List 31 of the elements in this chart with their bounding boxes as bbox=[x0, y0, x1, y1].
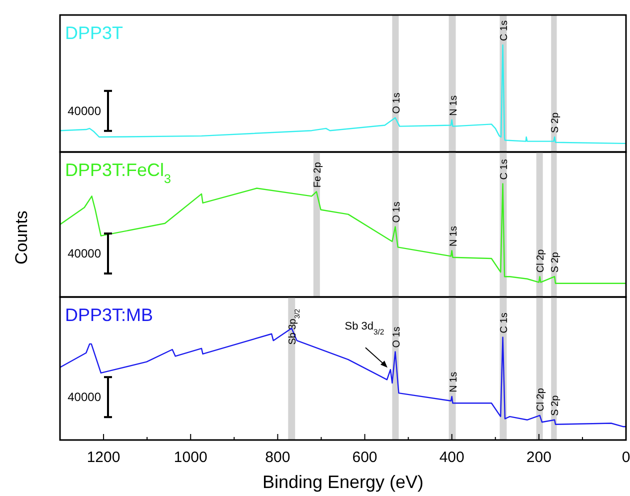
text: DPP3T bbox=[65, 23, 124, 43]
band-label: Fe 2p bbox=[312, 162, 324, 188]
x-tick-label: 600 bbox=[352, 449, 378, 466]
band-label: O 1s bbox=[391, 92, 402, 114]
x-tick-label: 400 bbox=[439, 449, 464, 466]
band-label: S 2p bbox=[550, 112, 561, 134]
band-label: S 2p bbox=[550, 394, 561, 416]
band-label: N 1s bbox=[448, 95, 460, 116]
band-label: Cl 2p bbox=[536, 388, 547, 412]
series-label: DPP3T:FeCl$_{3}$ bbox=[65, 160, 172, 186]
band-label: N 1s bbox=[448, 372, 460, 392]
band-label: N 1s bbox=[448, 226, 460, 247]
band-label: S 2p bbox=[550, 252, 561, 273]
band-label: C 1s bbox=[499, 20, 510, 41]
x-tick-label: 200 bbox=[526, 449, 552, 466]
annotation: Sb 3d$_{3/2}$ bbox=[344, 320, 384, 336]
band-label: O 1s bbox=[391, 202, 402, 223]
band-label: C 1s bbox=[499, 159, 510, 180]
band-label: C 1s bbox=[499, 312, 510, 334]
annotation: 40000 bbox=[68, 246, 102, 260]
series-label: DPP3T:MB bbox=[65, 305, 154, 325]
x-axis-title: Binding Energy (eV) bbox=[262, 472, 424, 492]
annotation: 40000 bbox=[68, 104, 102, 118]
band-label: O 1s bbox=[391, 326, 402, 348]
band-label: Cl 2p bbox=[536, 248, 547, 273]
x-tick-label: 800 bbox=[265, 449, 290, 466]
annotation: 40000 bbox=[68, 390, 102, 404]
x-tick-label: 1000 bbox=[174, 449, 208, 466]
x-tick-label: 0 bbox=[622, 449, 630, 466]
x-tick-label: 1200 bbox=[86, 449, 120, 466]
y-axis-title: Counts bbox=[12, 210, 31, 264]
